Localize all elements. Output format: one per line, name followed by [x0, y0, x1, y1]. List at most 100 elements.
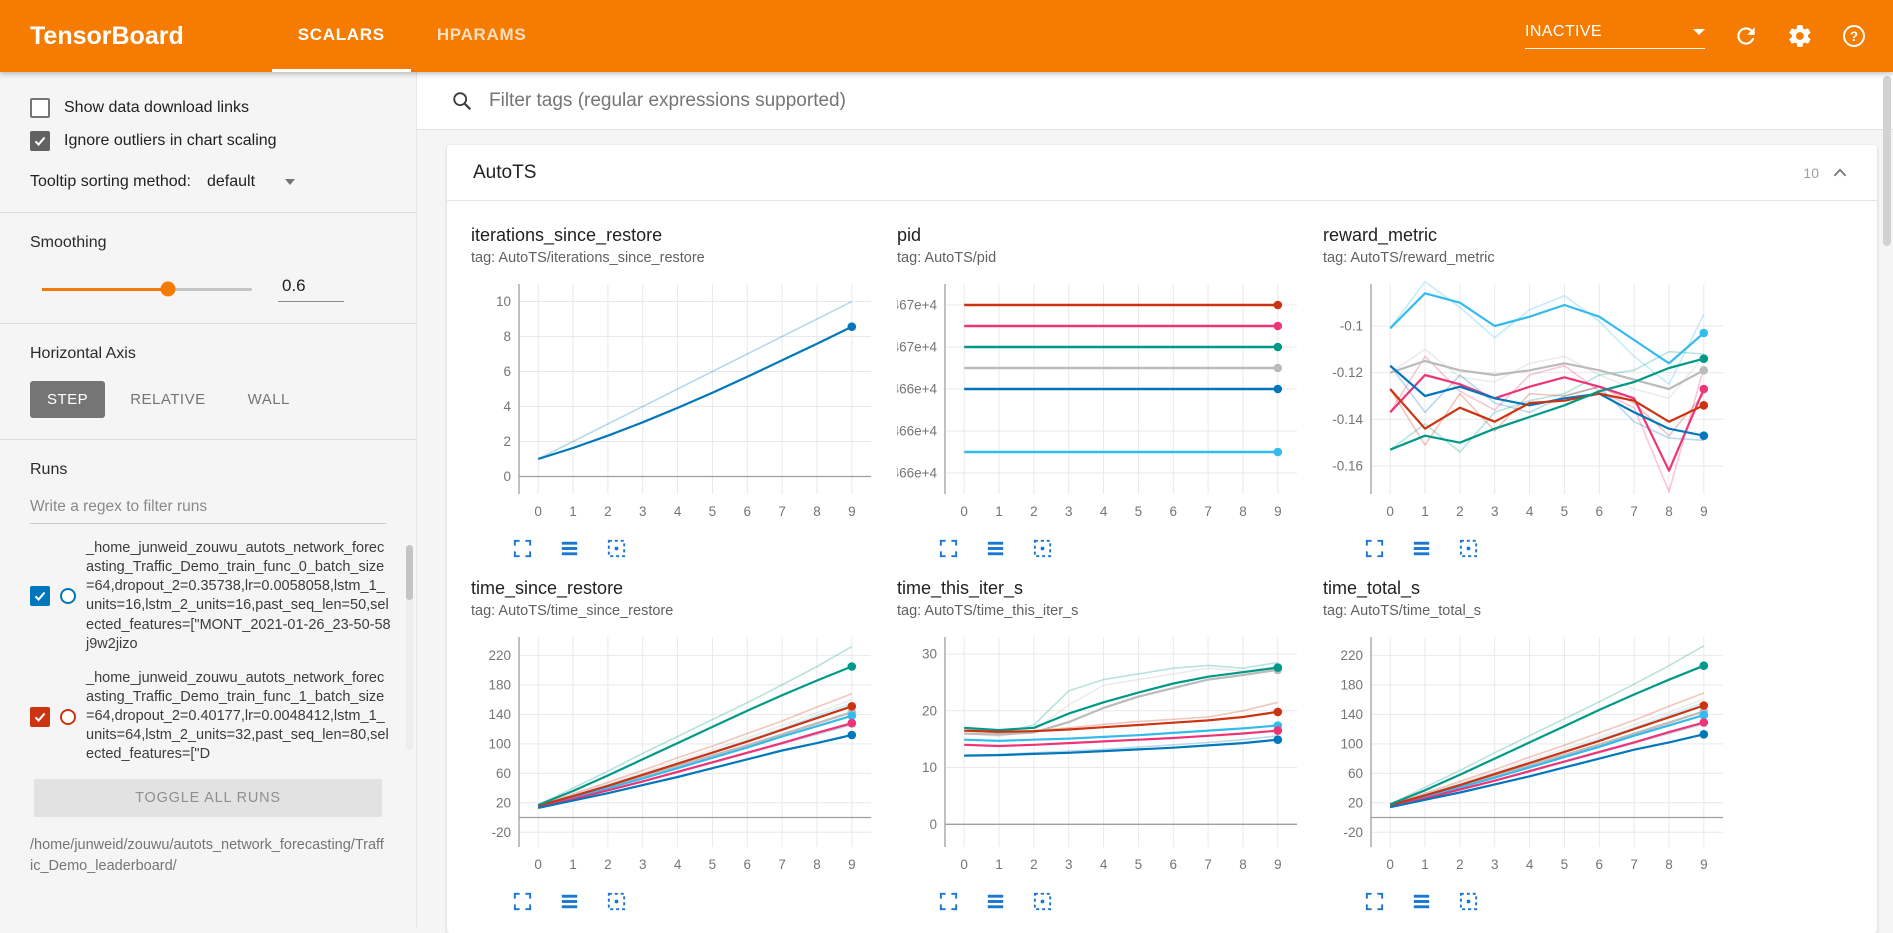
svg-text:8: 8 [813, 857, 821, 872]
chart-tag: tag: AutoTS/iterations_since_restore [471, 250, 883, 266]
help-button[interactable]: ? [1841, 23, 1867, 49]
fit-domain-button[interactable] [1457, 890, 1480, 913]
axis-button-relative[interactable]: RELATIVE [113, 381, 222, 418]
svg-text:8: 8 [1665, 504, 1673, 519]
svg-text:9: 9 [1700, 857, 1708, 872]
run-table-button[interactable] [984, 890, 1007, 913]
autots-card-header[interactable]: AutoTS 10 [447, 145, 1877, 201]
run-table-button[interactable] [1410, 537, 1433, 560]
chevron-down-icon [285, 179, 295, 185]
svg-text:9: 9 [1274, 504, 1282, 519]
svg-text:9: 9 [1274, 857, 1282, 872]
tab-bar: SCALARS HPARAMS [272, 0, 553, 72]
svg-text:0: 0 [1386, 504, 1394, 519]
svg-text:1: 1 [1421, 504, 1429, 519]
svg-text:5: 5 [709, 857, 717, 872]
smoothing-label: Smoothing [30, 234, 386, 252]
expand-chart-button[interactable] [1363, 537, 1386, 560]
data-table-icon [1410, 890, 1433, 913]
settings-button[interactable] [1787, 23, 1813, 49]
option-checkbox[interactable] [30, 98, 50, 118]
fit-domain-button[interactable] [605, 890, 628, 913]
fullscreen-icon [511, 537, 534, 560]
chart-actions [1363, 537, 1735, 560]
tag-filter-input[interactable] [487, 89, 1859, 113]
svg-text:6: 6 [1596, 504, 1604, 519]
expand-chart-button[interactable] [1363, 890, 1386, 913]
svg-text:3: 3 [1491, 857, 1499, 872]
run-table-button[interactable] [558, 890, 581, 913]
tooltip-sorting-label: Tooltip sorting method: [30, 173, 191, 191]
fit-domain-button[interactable] [605, 537, 628, 560]
data-table-icon [558, 890, 581, 913]
run-radio[interactable] [60, 709, 76, 725]
expand-chart-button[interactable] [937, 537, 960, 560]
runs-scrollbar-thumb[interactable] [406, 545, 413, 600]
tab-hparams[interactable]: HPARAMS [411, 0, 553, 72]
check-icon [33, 589, 47, 603]
svg-text:5: 5 [1561, 504, 1569, 519]
option-show-download-links[interactable]: Show data download links [30, 98, 386, 118]
svg-text:4: 4 [1526, 857, 1534, 872]
chart-card: iterations_since_restore tag: AutoTS/ite… [471, 225, 883, 560]
svg-text:0: 0 [1386, 857, 1394, 872]
fit-domain-icon [1457, 890, 1480, 913]
smoothing-slider[interactable] [42, 288, 252, 291]
horizontal-axis-label: Horizontal Axis [30, 345, 386, 363]
main-scrollbar[interactable] [1883, 76, 1891, 927]
option-ignore-outliers[interactable]: Ignore outliers in chart scaling [30, 131, 386, 151]
runs-filter-input[interactable] [30, 491, 386, 524]
fit-domain-button[interactable] [1031, 537, 1054, 560]
run-checkbox[interactable] [30, 586, 50, 606]
run-checkbox[interactable] [30, 707, 50, 727]
expand-chart-button[interactable] [511, 890, 534, 913]
toggle-all-runs-button[interactable]: TOGGLE ALL RUNS [34, 779, 382, 817]
svg-text:9: 9 [1700, 504, 1708, 519]
svg-text:10: 10 [496, 294, 511, 309]
smoothing-value-field[interactable]: 0.6 [278, 276, 344, 302]
svg-text:3: 3 [639, 504, 647, 519]
svg-text:8: 8 [813, 504, 821, 519]
tab-scalars[interactable]: SCALARS [272, 0, 411, 72]
run-table-button[interactable] [558, 537, 581, 560]
run-table-button[interactable] [984, 537, 1007, 560]
fit-domain-button[interactable] [1031, 890, 1054, 913]
main-scrollbar-thumb[interactable] [1883, 76, 1891, 246]
axis-button-wall[interactable]: WALL [231, 381, 307, 418]
axis-button-step[interactable]: STEP [30, 381, 105, 418]
run-radio[interactable] [60, 588, 76, 604]
chart-actions [937, 537, 1309, 560]
fit-domain-button[interactable] [1457, 537, 1480, 560]
run-row[interactable]: _home_junweid_zouwu_autots_network_forec… [30, 539, 392, 654]
fit-domain-icon [605, 890, 628, 913]
run-row[interactable]: _home_junweid_zouwu_autots_network_forec… [30, 669, 392, 765]
option-checkbox[interactable] [30, 131, 50, 151]
expand-chart-button[interactable] [511, 537, 534, 560]
card-count: 10 [1803, 165, 1819, 181]
run-table-button[interactable] [1410, 890, 1433, 913]
svg-text:6: 6 [744, 857, 752, 872]
smoothing-slider-thumb[interactable] [161, 282, 176, 297]
expand-chart-button[interactable] [937, 890, 960, 913]
svg-text:1: 1 [995, 857, 1003, 872]
refresh-button[interactable] [1733, 23, 1759, 49]
chart-plot[interactable]: 01234567892.467e+42.467e+42.466e+42.466e… [897, 276, 1309, 533]
svg-text:9: 9 [848, 857, 856, 872]
fullscreen-icon [937, 890, 960, 913]
svg-text:30: 30 [922, 647, 937, 662]
tooltip-sorting-select[interactable]: default [207, 173, 295, 191]
runs-scrollbar[interactable] [406, 545, 413, 750]
data-status-dropdown[interactable]: INACTIVE [1525, 23, 1705, 49]
svg-text:60: 60 [496, 766, 511, 781]
collapse-button[interactable] [1829, 162, 1851, 184]
svg-text:4: 4 [1526, 504, 1534, 519]
